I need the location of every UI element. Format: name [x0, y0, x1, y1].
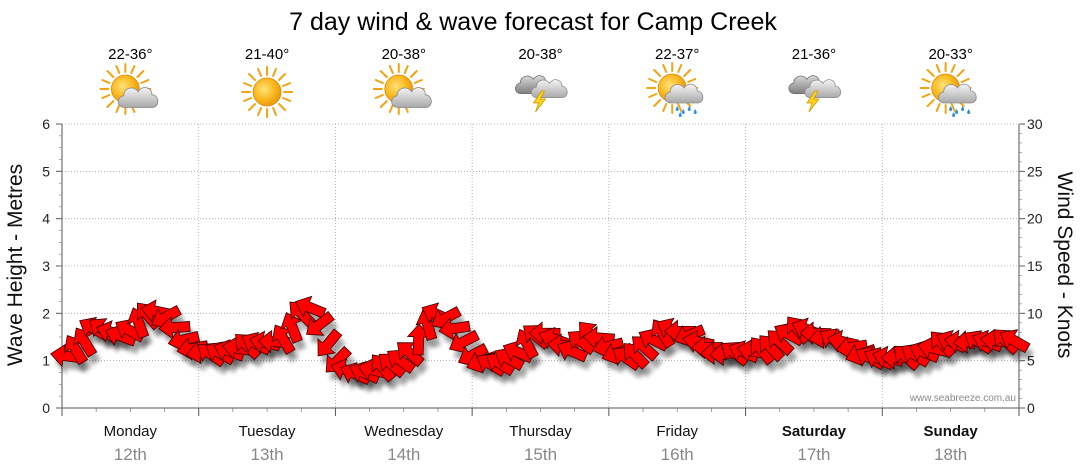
wind-arrows: [50, 295, 1031, 386]
y2-tick-label: 30: [1027, 116, 1043, 132]
wind-arrow: [306, 311, 335, 336]
temperature-range: 20-33°: [928, 46, 972, 63]
y-tick-label: 0: [42, 400, 50, 416]
day-label: Tuesday: [239, 423, 296, 440]
partly-cloudy-icon: [372, 63, 432, 115]
y-tick-label: 1: [42, 353, 50, 369]
date-label: 12th: [114, 445, 147, 464]
showers-icon: [919, 62, 977, 117]
temperature-range: 21-40°: [245, 46, 289, 63]
chart-title: 7 day wind & wave forecast for Camp Cree…: [289, 8, 777, 36]
y2-tick-label: 10: [1027, 305, 1043, 321]
y2-tick-label: 25: [1027, 163, 1043, 179]
day-label: Sunday: [924, 423, 979, 440]
y2-tick-label: 15: [1027, 258, 1043, 274]
thunderstorm-icon: [788, 75, 842, 113]
y-tick-label: 6: [42, 116, 50, 132]
axes: 0 1 2 3 4 5 6 0 5 10 15 20 25 30 Monday 12th Tuesday 13th…: [42, 116, 1043, 464]
date-label: 13th: [251, 445, 284, 464]
temperature-range: 20-38°: [382, 46, 426, 63]
thunderstorm-icon: [514, 75, 568, 113]
credit-text: www.seabreeze.com.au: [909, 393, 1016, 404]
wind-arrow: [317, 328, 343, 357]
temperature-range: 22-37°: [655, 46, 699, 63]
temperature-range: 22-36°: [108, 46, 152, 63]
temperature-range: 20-38°: [518, 46, 562, 63]
day-label: Friday: [656, 423, 698, 440]
wind-arrow: [294, 295, 327, 319]
y-tick-label: 2: [42, 305, 50, 321]
y-tick-label: 5: [42, 163, 50, 179]
showers-icon: [646, 62, 704, 117]
y2-tick-label: 0: [1027, 400, 1035, 416]
wind-arrow: [556, 339, 589, 363]
partly-cloudy-icon: [99, 63, 159, 115]
wind-arrow: [438, 317, 471, 341]
wind-arrow: [1000, 329, 1031, 354]
weather-row: 22-36° 21-40° 20-38° 20-38° 22-37° 21-36° 20-3…: [99, 46, 977, 118]
y2-axis-title: Wind Speed - Knots: [1053, 172, 1076, 359]
sunny-icon: [241, 66, 294, 118]
y2-tick-label: 5: [1027, 353, 1035, 369]
wind-arrow-shadow: [310, 319, 339, 344]
wind-arrow: [158, 315, 191, 340]
day-label: Wednesday: [364, 423, 443, 440]
day-label: Monday: [104, 423, 158, 440]
date-label: 16th: [661, 445, 694, 464]
wind-arrow: [387, 349, 417, 375]
wind-arrow: [623, 343, 650, 370]
y-tick-label: 4: [42, 211, 50, 227]
wind-arrow: [759, 335, 786, 363]
date-label: 18th: [934, 445, 967, 464]
wind-arrow: [396, 342, 425, 368]
day-label: Saturday: [782, 423, 847, 440]
date-label: 14th: [387, 445, 420, 464]
y2-tick-label: 20: [1027, 211, 1043, 227]
temperature-range: 21-36°: [792, 46, 836, 63]
date-label: 17th: [797, 445, 830, 464]
day-label: Thursday: [509, 423, 572, 440]
y-tick-label: 3: [42, 258, 50, 274]
y-axis-title: Wave Height - Metres: [4, 164, 27, 366]
date-label: 15th: [524, 445, 557, 464]
